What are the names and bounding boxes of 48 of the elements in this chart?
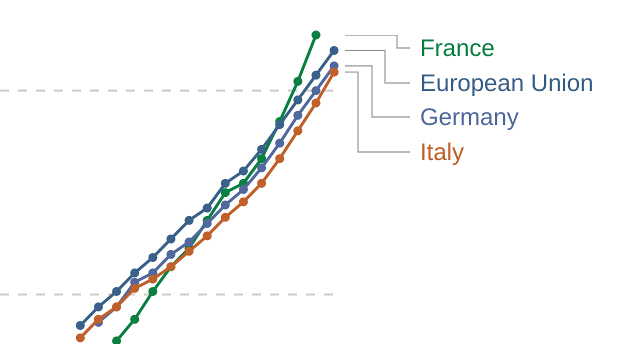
point <box>148 286 158 296</box>
text: Italy <box>420 139 464 166</box>
point <box>148 252 158 262</box>
point <box>311 30 320 40</box>
point <box>202 218 212 228</box>
point <box>257 178 266 188</box>
point <box>330 68 339 77</box>
point <box>130 268 140 278</box>
point <box>148 274 158 284</box>
point <box>330 46 339 55</box>
point <box>202 204 212 213</box>
point <box>112 336 122 344</box>
point <box>202 231 212 240</box>
point <box>94 302 103 312</box>
point <box>76 320 85 330</box>
point <box>293 126 302 136</box>
point <box>166 234 176 244</box>
point <box>166 250 176 259</box>
point <box>275 120 284 130</box>
point <box>238 166 248 176</box>
point <box>220 212 230 222</box>
point <box>257 154 266 164</box>
point <box>257 163 266 172</box>
point <box>257 144 266 154</box>
point <box>220 200 230 210</box>
point <box>130 284 140 293</box>
point <box>130 314 140 324</box>
point <box>311 98 320 108</box>
point <box>112 286 122 296</box>
point <box>76 333 85 342</box>
point <box>275 154 284 164</box>
point <box>220 188 230 198</box>
point <box>184 246 194 256</box>
point <box>184 216 194 225</box>
point <box>293 110 302 120</box>
point <box>184 238 194 247</box>
point <box>311 86 320 96</box>
point <box>275 138 284 148</box>
point <box>238 197 248 206</box>
point <box>220 178 230 188</box>
point <box>293 95 302 104</box>
point <box>293 76 302 86</box>
point <box>94 314 103 324</box>
text: Germany <box>420 104 519 131</box>
text: France <box>420 35 495 62</box>
text: European Union <box>420 70 594 97</box>
point <box>238 185 248 194</box>
point <box>311 70 320 80</box>
